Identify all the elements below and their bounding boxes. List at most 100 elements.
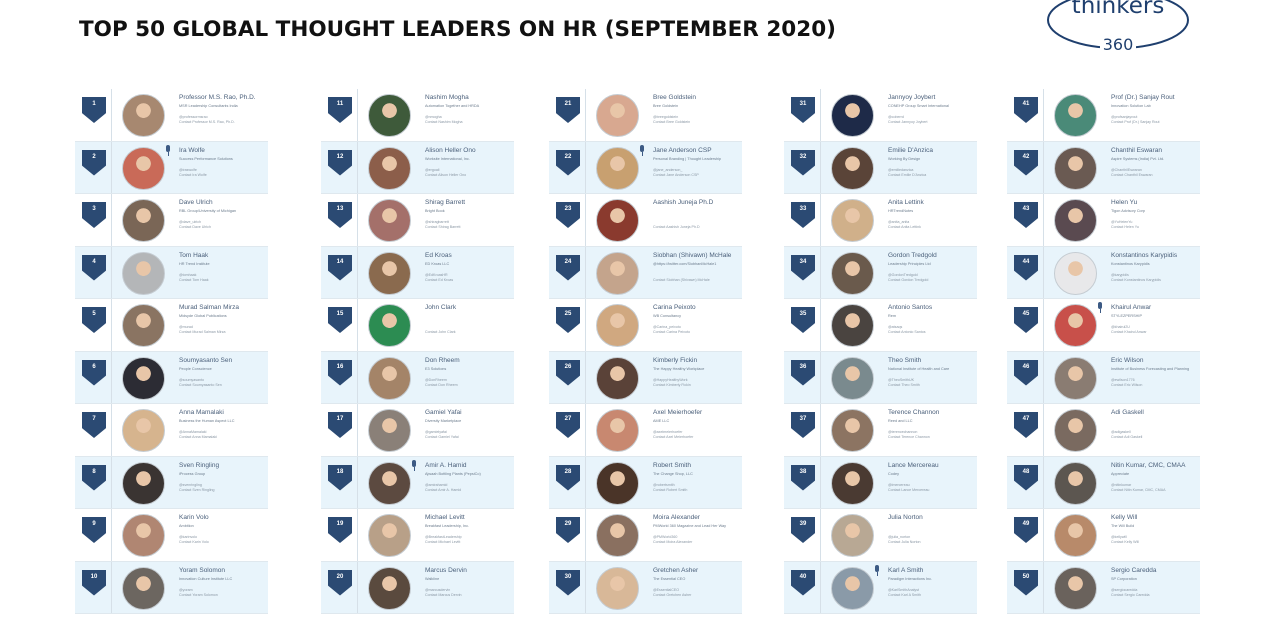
leader-name[interactable]: Ira Wolfe xyxy=(179,146,205,154)
leader-row[interactable]: 30 Gretchen Asher The Essential CEO @Essent… xyxy=(549,561,742,614)
leader-handle[interactable]: @svenringling xyxy=(179,482,202,487)
contact-link[interactable]: Contact Anita Lettink xyxy=(888,225,921,229)
contact-link[interactable]: Contact Prof (Dr.) Sanjay Rout xyxy=(1111,120,1160,124)
leader-handle[interactable]: @ChanthilEswaran xyxy=(1111,167,1142,172)
leader-row[interactable]: 40 Karl A Smith Paradigm Interactions Inc.… xyxy=(784,561,977,614)
leader-handle[interactable]: @coberrd xyxy=(888,115,904,119)
contact-link[interactable]: Contact Sven Ringling xyxy=(179,487,215,492)
contact-link[interactable]: Contact Marcus Dervin xyxy=(425,592,462,597)
leader-row[interactable]: 2 Ira Wolfe Success Performance Solutions @… xyxy=(75,141,268,194)
leader-name[interactable]: Axel Meierhoefer xyxy=(653,409,703,416)
contact-link[interactable]: Contact Gamiel Yafai xyxy=(425,435,459,439)
leader-handle[interactable]: @murad xyxy=(179,325,193,329)
contact-link[interactable]: Contact Gordon Tredgold xyxy=(888,277,929,282)
leader-row[interactable]: 26 Kimberly Fickin The Happy Healthy Workp… xyxy=(549,351,742,404)
contact-link[interactable]: Contact Julia Norton xyxy=(888,540,921,544)
leader-handle[interactable]: @PMWorld360 xyxy=(653,535,678,539)
leader-row[interactable]: 9 Karin Volo Ambition @karinvolo Contact Kar… xyxy=(75,509,268,562)
leader-row[interactable]: 44 Konstantinos Karypidis Konstantinos Kar… xyxy=(1007,246,1200,299)
leader-name[interactable]: Adi Gaskell xyxy=(1111,409,1144,416)
leader-handle[interactable]: @anita_anita xyxy=(888,220,910,224)
leader-row[interactable]: 14 Ed Kroas ED Kroas LLC @EdKroasHR Contact … xyxy=(321,246,514,299)
contact-link[interactable]: Contact Tom Haak xyxy=(179,277,209,282)
leader-row[interactable]: 4 Tom Haak HR Trend Institute @tomhaak Conta… xyxy=(75,246,268,299)
leader-row[interactable]: 13 Shirag Barrett Bright Book @shiragbarret… xyxy=(321,194,514,247)
leader-handle[interactable]: @AnnaMamalaki xyxy=(179,430,207,434)
leader-name[interactable]: Carina Peixoto xyxy=(653,304,696,311)
leader-row[interactable]: 19 Michael Levitt Breakfast Leadership, In… xyxy=(321,509,514,562)
leader-handle[interactable]: @robertsmith xyxy=(653,482,675,487)
leader-row[interactable]: 35 Antonio Santos Rem @atsaqs Contact Antoni… xyxy=(784,299,977,352)
contact-link[interactable]: Contact Ed Kroas xyxy=(425,277,454,282)
leader-name[interactable]: Tom Haak xyxy=(179,251,209,259)
contact-link[interactable]: Contact Karl A Smith xyxy=(888,592,921,597)
contact-link[interactable]: Contact Anna Mamalaki xyxy=(179,435,217,439)
leader-row[interactable]: 22 Jane Anderson CSP Personal Branding | T… xyxy=(549,141,742,194)
leader-handle[interactable]: @professormsrao xyxy=(179,115,208,119)
leader-name[interactable]: Gamiel Yafai xyxy=(425,409,462,416)
contact-link[interactable]: Contact Michael Levitt xyxy=(425,540,461,544)
leader-handle[interactable]: @terencechannon xyxy=(888,430,918,434)
contact-link[interactable]: Contact Murad Salman Mirza xyxy=(179,330,226,334)
leader-row[interactable]: 49 Kelly Will The Will Build @kellywill Cont… xyxy=(1007,509,1200,562)
contact-link[interactable]: Contact Soumyasanto Sen xyxy=(179,382,222,387)
contact-link[interactable]: Contact Lance Mercereau xyxy=(888,487,930,492)
contact-link[interactable]: Contact Emilie D'Anzica xyxy=(888,172,927,177)
contact-link[interactable]: Contact Adi Gaskell xyxy=(1111,435,1143,439)
leader-row[interactable]: 5 Murad Salman Mirza Midsyde Global Public… xyxy=(75,299,268,352)
leader-name[interactable]: Chanthil Eswaran xyxy=(1111,146,1162,154)
contact-link[interactable]: Contact Robert Smith xyxy=(653,487,688,492)
leader-row[interactable]: 18 Amir A. Hamid Ajwaah Bottling Plants (P… xyxy=(321,456,514,509)
leader-name[interactable]: Anna Mamalaki xyxy=(179,409,224,416)
contact-link[interactable]: Contact Yoram Solomon xyxy=(179,592,218,597)
leader-handle[interactable]: @shiragbarrett xyxy=(425,220,449,224)
leader-name[interactable]: Lance Mercereau xyxy=(888,461,939,469)
leader-name[interactable]: Terence Channon xyxy=(888,409,940,416)
contact-link[interactable]: Contact Jannyoy Joybert xyxy=(888,120,928,124)
contact-link[interactable]: Contact Helen Yu xyxy=(1111,225,1139,229)
leader-handle[interactable]: @tomhaak xyxy=(179,272,197,277)
leader-handle[interactable]: @BreakfastLeadership xyxy=(425,535,462,539)
leader-name[interactable]: Julia Norton xyxy=(888,514,923,521)
leader-row[interactable]: 17 Gamiel Yafai Diversity Marketplace @gami… xyxy=(321,404,514,457)
leader-row[interactable]: 37 Terence Channon Reed and LLC @terencecha… xyxy=(784,404,977,457)
leader-name[interactable]: Amir A. Hamid xyxy=(425,461,467,469)
leader-name[interactable]: Karin Volo xyxy=(179,514,209,521)
leader-row[interactable]: 6 Soumyasanto Sen People Conscience @soumya… xyxy=(75,351,268,404)
leader-row[interactable]: 36 Theo Smith National Institute of Health… xyxy=(784,351,977,404)
leader-row[interactable]: 21 Bree Goldstein Bree Goldstein @breegolds… xyxy=(549,89,742,142)
contact-link[interactable]: Contact Don Rheem xyxy=(425,382,458,387)
leader-name[interactable]: Sergio Caredda xyxy=(1111,566,1157,574)
leader-row[interactable]: 45 Khairul Anwar STYLEZPERSHIP @khairul2U Co… xyxy=(1007,299,1200,352)
leader-name[interactable]: Emilie D'Anzica xyxy=(888,146,933,154)
leader-handle[interactable]: @Carina_peixoto xyxy=(653,325,681,329)
contact-link[interactable]: Contact Siobhan (Shivawn) McHale xyxy=(653,277,710,282)
contact-link[interactable]: Contact Jane Anderson CSP xyxy=(653,172,699,177)
leader-handle[interactable]: @amirahamid xyxy=(425,482,448,487)
leader-row[interactable]: 23 Aashish Juneja Ph.D Contact Aashish Jun… xyxy=(549,194,742,247)
contact-link[interactable]: Contact Axel Meierhoefer xyxy=(653,435,694,439)
leader-name[interactable]: Murad Salman Mirza xyxy=(179,304,239,311)
leader-row[interactable]: 43 Helen Yu Tigon Advisory Corp @YuHelenYu C… xyxy=(1007,194,1200,247)
contact-link[interactable]: Contact Kimberly Fickin xyxy=(653,382,691,387)
leader-handle[interactable]: @YuHelenYu xyxy=(1111,220,1133,224)
leader-row[interactable]: 34 Gordon Tredgold Leadership Principles L… xyxy=(784,246,977,299)
leader-name[interactable]: Kelly Will xyxy=(1111,514,1138,521)
leader-name[interactable]: Kimberly Fickin xyxy=(653,356,698,364)
leader-row[interactable]: 7 Anna Mamalaki Business the Human Aspect … xyxy=(75,404,268,457)
leader-handle[interactable]: @EssentialCEO xyxy=(653,587,680,592)
leader-row[interactable]: 47 Adi Gaskell @adigaskell Contact Adi Gask… xyxy=(1007,404,1200,457)
leader-handle[interactable]: @julia_norton xyxy=(888,535,911,539)
leader-name[interactable]: Gordon Tredgold xyxy=(888,251,937,259)
leader-handle[interactable]: @atsaqs xyxy=(888,325,903,329)
leader-handle[interactable]: @kellywill xyxy=(1111,535,1127,539)
leader-row[interactable]: 20 Marcus Dervin Walkline @marcusdervin Cont… xyxy=(321,561,514,614)
leader-row[interactable]: 27 Axel Meierhoefer AME LLC @axelmeierhoefe… xyxy=(549,404,742,457)
leader-handle[interactable]: @soumyasanto xyxy=(179,377,205,382)
contact-link[interactable]: Contact Konstantinos Karypidis xyxy=(1111,277,1161,282)
leader-handle[interactable]: @nitinkumar xyxy=(1111,482,1132,487)
leader-handle[interactable]: @GordonTredgold xyxy=(888,272,918,277)
leader-name[interactable]: Yoram Solomon xyxy=(179,566,226,574)
leader-name[interactable]: Siobhan (Shivawn) McHale xyxy=(653,251,732,259)
leader-row[interactable]: 31 Jannyoy Joybert CONEHP Group Smart Inte… xyxy=(784,89,977,142)
